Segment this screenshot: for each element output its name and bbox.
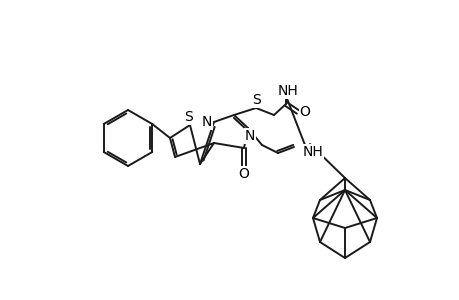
Text: NH: NH [277,84,298,98]
Text: O: O [299,105,310,119]
Text: N: N [202,115,212,129]
Text: S: S [252,93,261,107]
Text: S: S [184,110,193,124]
Text: N: N [244,129,255,143]
Text: O: O [238,167,249,181]
Text: NH: NH [302,145,323,159]
